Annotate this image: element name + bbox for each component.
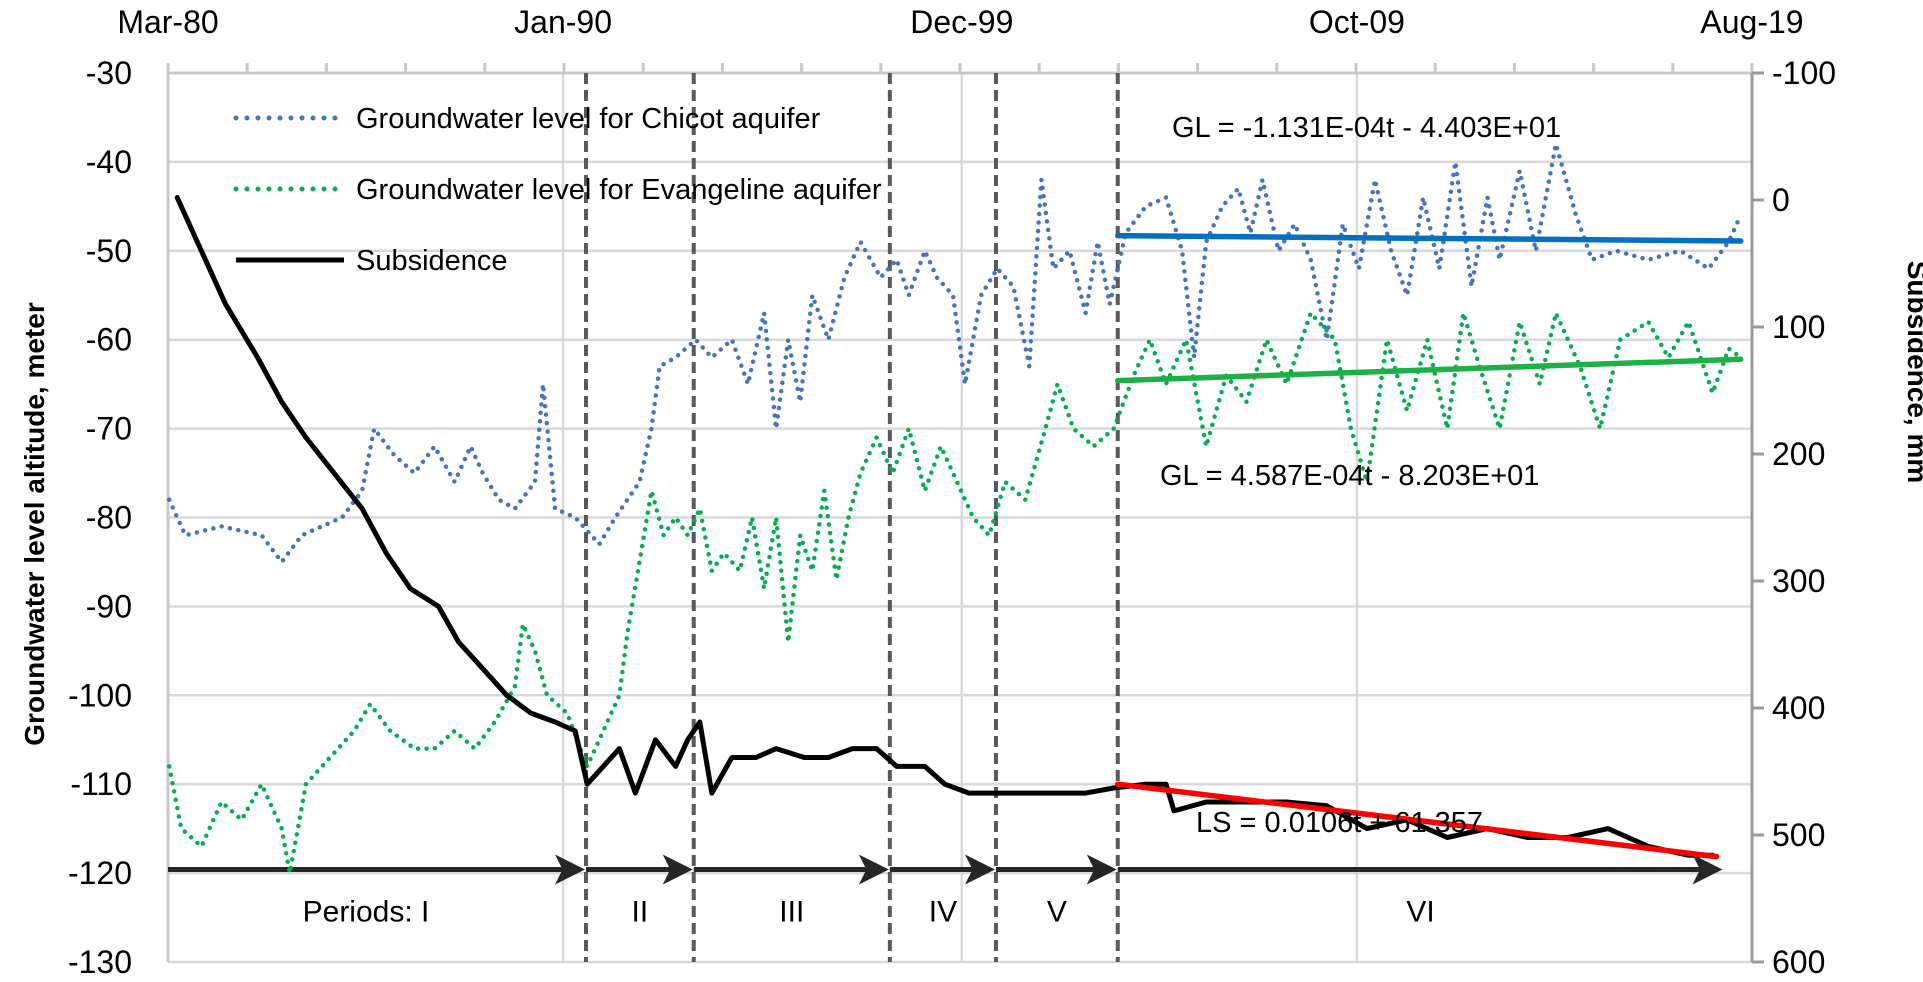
axes	[166, 63, 1764, 964]
right-axis-title: Subsidence, mm	[1902, 261, 1923, 484]
y-tick-label: -50	[86, 233, 132, 269]
period-label: VI	[1406, 896, 1434, 929]
series-lines	[166, 141, 1743, 876]
legend-label-subsidence: Subsidence	[356, 245, 508, 277]
trendlines	[1115, 232, 1744, 860]
x-tick-label: Mar-80	[117, 4, 218, 40]
x-tick-label: Oct-09	[1309, 4, 1405, 40]
y-tick-label: -80	[86, 500, 132, 536]
y2-tick-label: -100	[1772, 55, 1836, 91]
chicot-trend-equation: GL = -1.131E-04t - 4.403E+01	[1172, 112, 1561, 144]
evangeline-trend-line	[1115, 356, 1744, 384]
period-label: V	[1047, 896, 1067, 929]
y-tick-label: -110	[70, 766, 132, 802]
y2-tick-label: 0	[1772, 182, 1790, 218]
x-tick-label: Dec-99	[910, 4, 1013, 40]
series-line-subsidence	[174, 195, 1716, 858]
y-tick-label: -40	[86, 144, 132, 180]
y2-tick-label: 300	[1772, 563, 1825, 599]
y-tick-label: -100	[68, 677, 132, 713]
y2-tick-label: 200	[1772, 436, 1825, 472]
period-label: IV	[929, 896, 957, 929]
x-tick-label: Jan-90	[514, 4, 612, 40]
tick-labels: Mar-80 Jan-90 Dec-99 Oct-09 Aug-19 -30 -40 -50 -…	[68, 4, 1836, 980]
legend: Groundwater level for Chicot aquifer Gro…	[233, 103, 882, 277]
y-tick-label: -120	[68, 855, 132, 891]
y-tick-label: -90	[86, 588, 132, 624]
left-axis-title: Groundwater level altitude, meter	[19, 302, 50, 746]
y2-tick-label: 100	[1772, 309, 1825, 345]
y2-tick-label: 400	[1772, 690, 1825, 726]
legend-label-chicot: Groundwater level for Chicot aquifer	[356, 103, 821, 135]
subsidence-trend-line	[1115, 781, 1720, 860]
chicot-trend-line	[1115, 232, 1744, 244]
subsidence-trend-equation: LS = 0.0106t + 61.357	[1196, 807, 1483, 839]
y-tick-label: -70	[86, 411, 132, 447]
series-line-groundwater-level-for-evangeline-aquifer	[166, 310, 1743, 876]
series-line-groundwater-level-for-chicot-aquifer	[166, 141, 1743, 565]
period-label: Periods: I	[303, 896, 430, 929]
y-tick-label: -60	[86, 322, 132, 358]
y2-tick-label: 600	[1772, 944, 1825, 980]
period-label: II	[632, 896, 649, 929]
evangeline-trend-equation: GL = 4.587E-04t - 8.203E+01	[1160, 460, 1539, 492]
period-markers: Periods: I II III IV V VI	[168, 73, 1723, 962]
legend-label-evangeline: Groundwater level for Evangeline aquifer	[356, 174, 882, 206]
x-tick-label: Aug-19	[1700, 4, 1803, 40]
y-tick-label: -130	[68, 944, 132, 980]
y2-tick-label: 500	[1772, 817, 1825, 853]
period-label: III	[779, 896, 804, 929]
y-tick-label: -30	[86, 55, 132, 91]
gridlines	[168, 73, 1752, 962]
